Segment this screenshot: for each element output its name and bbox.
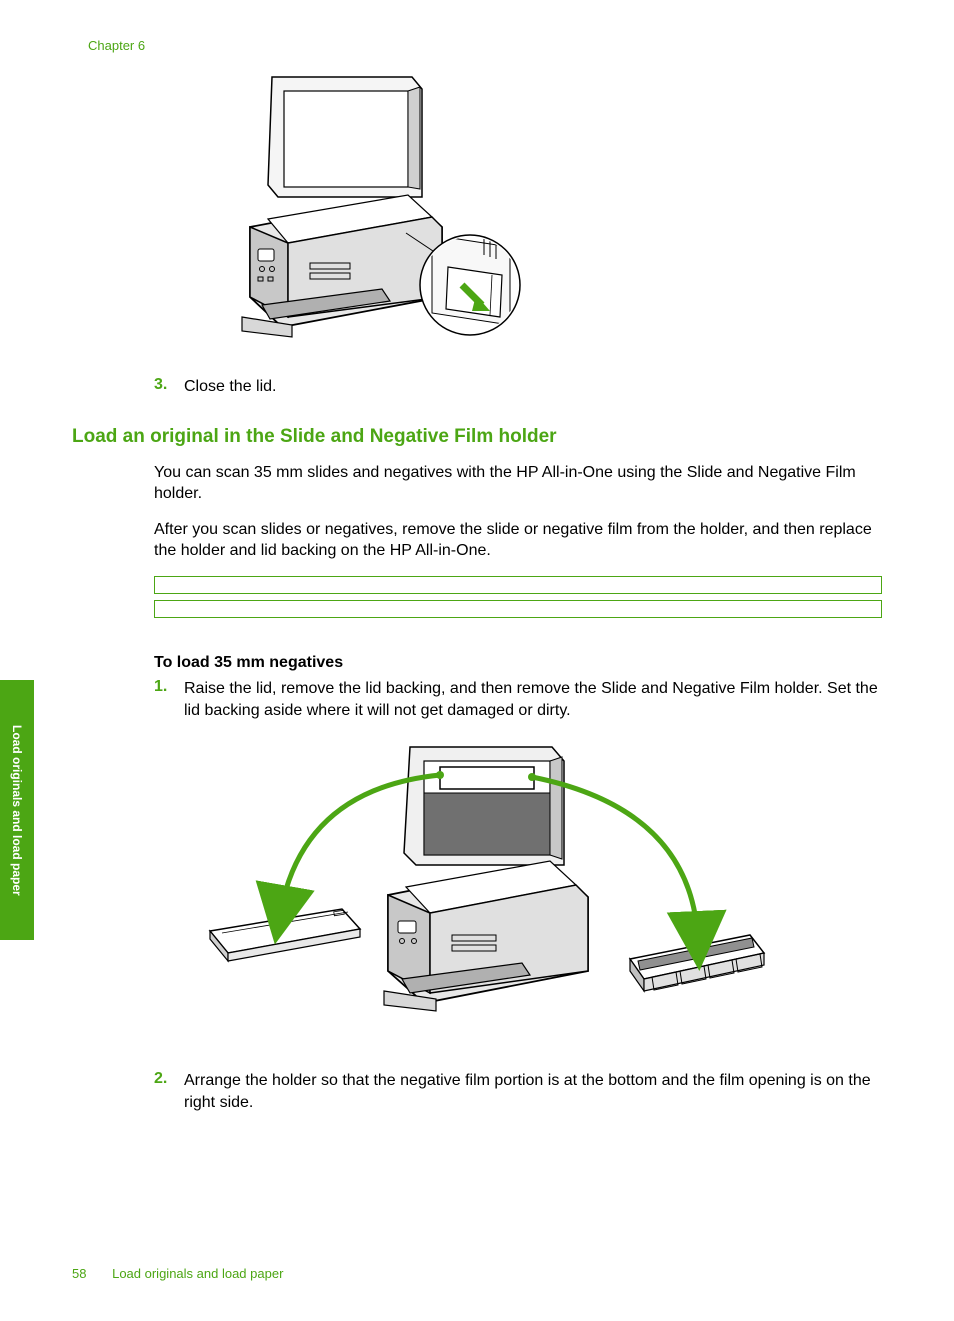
step-1-row: 1. Raise the lid, remove the lid backing… [154,678,882,721]
figure-close-lid [232,67,882,352]
subsection-heading: To load 35 mm negatives [154,654,882,672]
step-2-text: Arrange the holder so that the negative … [184,1070,882,1113]
step-2-number: 2. [154,1070,184,1113]
section-para-2: After you scan slides or negatives, remo… [154,519,882,562]
section-heading: Load an original in the Slide and Negati… [72,426,882,448]
page-footer: 58 Load originals and load paper [72,1266,283,1281]
placeholder-box-2 [154,600,882,618]
step-1-number: 1. [154,678,184,721]
chapter-label: Chapter 6 [88,38,882,53]
footer-page-number: 58 [72,1266,86,1281]
page-content: Chapter 6 [0,0,954,1321]
step-3-number: 3. [154,376,184,398]
step-3-text: Close the lid. [184,376,277,398]
step-3-row: 3. Close the lid. [154,376,882,398]
step-1-text: Raise the lid, remove the lid backing, a… [184,678,882,721]
figure-remove-holder [192,739,882,1044]
footer-title: Load originals and load paper [112,1266,283,1281]
placeholder-box-1 [154,576,882,594]
step-2-row: 2. Arrange the holder so that the negati… [154,1070,882,1113]
placeholder-boxes [154,576,882,618]
section-para-1: You can scan 35 mm slides and negatives … [154,462,882,505]
